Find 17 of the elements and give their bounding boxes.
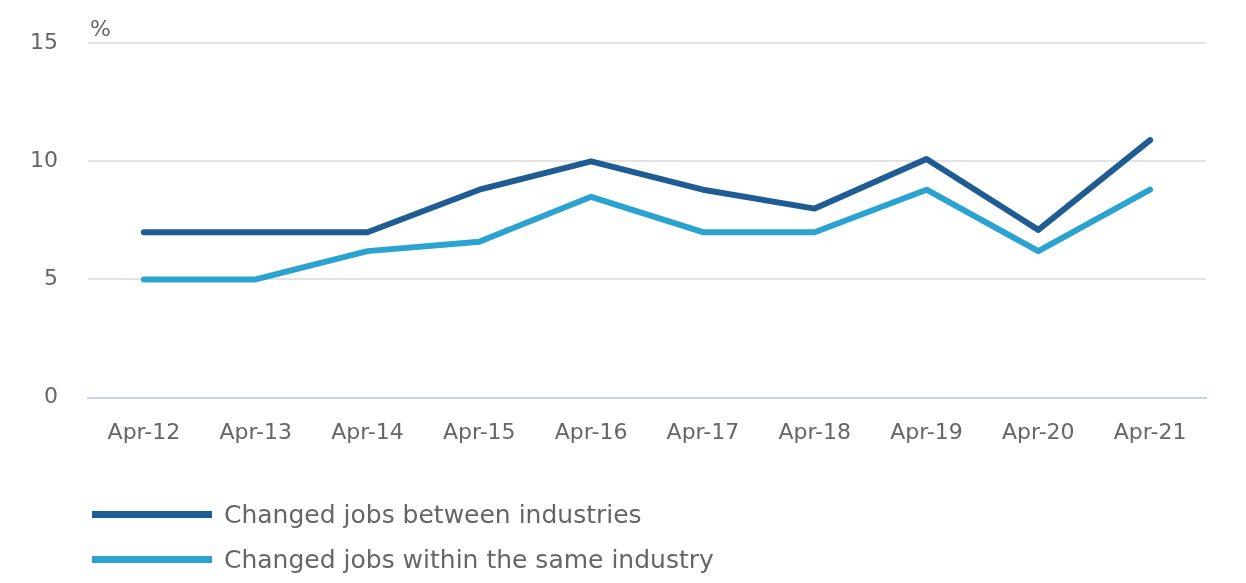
x-tick-label: Apr-17 (666, 418, 740, 444)
legend-label: Changed jobs within the same industry (224, 545, 714, 574)
legend-label: Changed jobs between industries (224, 500, 642, 529)
y-tick-label: 15 (29, 28, 58, 54)
x-tick-label: Apr-18 (778, 418, 851, 444)
x-tick-label: Apr-20 (1002, 418, 1075, 444)
y-tick-label: 0 (43, 383, 58, 409)
x-tick-label: Apr-13 (219, 418, 292, 444)
x-tick-label: Apr-12 (107, 418, 181, 444)
y-tick-label: 5 (43, 265, 58, 291)
x-tick-label: Apr-16 (554, 418, 628, 444)
x-tick-label: Apr-21 (1113, 418, 1187, 444)
x-tick-label: Apr-14 (331, 418, 404, 444)
x-tick-label: Apr-19 (890, 418, 963, 444)
y-axis-title: % (89, 15, 111, 41)
x-tick-label: Apr-15 (443, 418, 516, 444)
y-tick-label: 10 (29, 147, 58, 173)
